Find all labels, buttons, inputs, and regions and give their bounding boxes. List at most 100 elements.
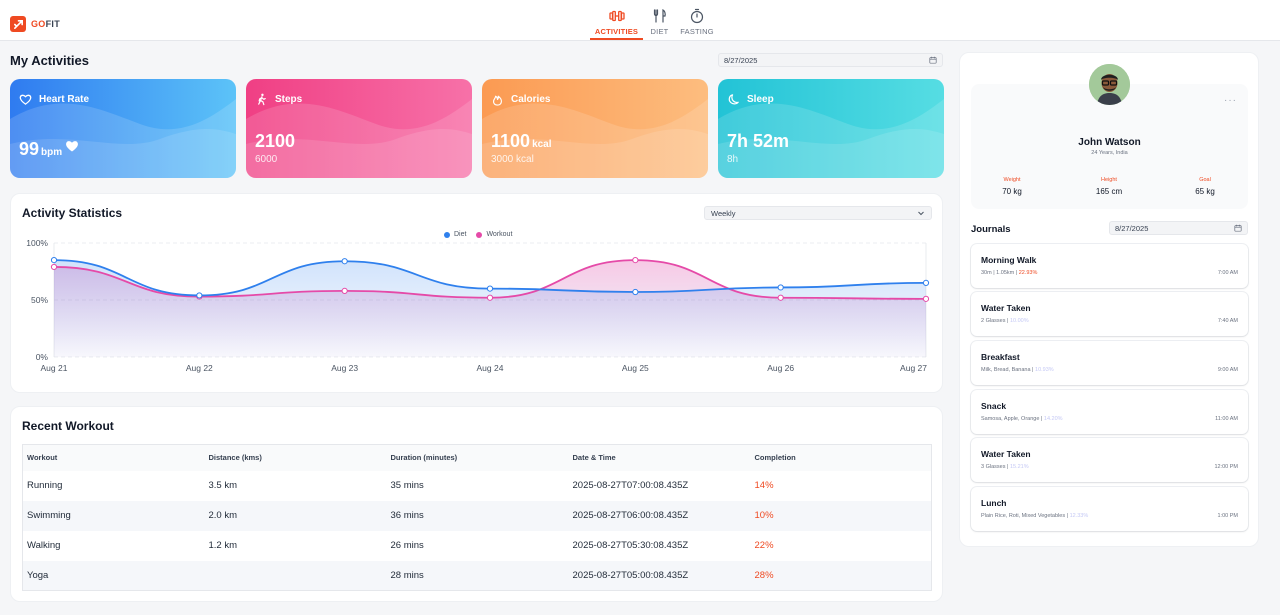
journal-entry-title: Water Taken: [981, 449, 1031, 459]
journal-entry[interactable]: Lunch Plain Rice, Roti, Mixed Vegetables …: [971, 487, 1248, 531]
activity-statistics-title: Activity Statistics: [22, 206, 123, 220]
col-completion: Completion: [750, 444, 932, 471]
cell-duration: 26 mins: [390, 540, 424, 551]
data-point-workout: [922, 295, 930, 302]
heart-rate-card-bg: [10, 79, 236, 178]
more-options-icon[interactable]: ···: [1224, 95, 1237, 106]
tab-fasting-label: FASTING: [680, 27, 714, 36]
journal-entry-detail: Milk, Bread, Banana | 10.93%: [981, 367, 1054, 373]
journal-entry-title: Water Taken: [981, 303, 1031, 313]
col-workout: Workout: [22, 444, 205, 471]
weight-label: Weight: [1003, 177, 1021, 183]
profile-name: John Watson: [1078, 137, 1141, 148]
workout-table-header: Workout Distance (kms) Duration (minutes…: [22, 444, 932, 471]
sleep-card[interactable]: Sleep 7h 52m 8h: [718, 79, 944, 178]
steps-card[interactable]: Steps 2100 6000: [246, 79, 472, 178]
top-bar: GOFIT ACTIVITIES DIET FASTING: [0, 0, 1280, 41]
journal-entry-title: Breakfast: [981, 352, 1020, 362]
journal-entry-percent: 10.00%: [1009, 318, 1029, 324]
avatar-icon: [1089, 64, 1130, 105]
workout-table: Workout Distance (kms) Duration (minutes…: [22, 444, 932, 591]
cell-datetime: 2025-08-27T07:00:08.435Z: [572, 480, 689, 491]
sleep-card-bg: [718, 79, 944, 178]
cell-workout: Walking: [27, 540, 61, 551]
table-row[interactable]: Yoga 28 mins 2025-08-27T05:00:08.435Z 28…: [22, 560, 932, 591]
journal-entry-detail-text: Milk, Bread, Banana |: [981, 367, 1036, 373]
steps-card-bg: [246, 79, 472, 178]
x-tick-label: Aug 22: [186, 363, 213, 373]
journal-entry-detail: 3 Glasses | 15.21%: [981, 464, 1029, 470]
sleep-goal: 8h: [727, 154, 739, 165]
legend-label-diet: Diet: [454, 231, 467, 238]
calendar-icon: [929, 56, 937, 64]
journal-entry-title: Morning Walk: [981, 255, 1037, 265]
journal-entry-detail-text: Samosa, Apple, Orange |: [981, 416, 1044, 422]
heart-rate-header: Heart Rate: [19, 93, 89, 106]
cell-datetime: 2025-08-27T06:00:08.435Z: [568, 500, 751, 531]
journal-entry-time: 1:00 PM: [1217, 513, 1238, 519]
y-tick-label: 0%: [36, 352, 49, 362]
journal-entry-time: 7:40 AM: [1217, 318, 1238, 324]
journal-entry-detail-text: 30m | 1.05km |: [981, 270, 1019, 276]
journal-entry-percent: 12.33%: [1069, 513, 1089, 519]
logo[interactable]: GOFIT: [10, 16, 60, 32]
heart-rate-value: 99: [19, 139, 40, 159]
activities-date-picker[interactable]: 8/27/2025: [718, 53, 943, 67]
table-row[interactable]: Swimming 2.0 km 36 mins 2025-08-27T06:00…: [22, 500, 932, 531]
legend-item-workout[interactable]: Workout: [476, 231, 512, 238]
calories-value: 1100: [491, 131, 531, 151]
legend-label-workout: Workout: [486, 231, 513, 238]
journal-entry-detail-text: Plain Rice, Roti, Mixed Vegetables |: [981, 513, 1070, 519]
journal-entry[interactable]: Water Taken 2 Glasses | 10.00% 7:40 AM: [971, 292, 1248, 336]
journals-date-picker[interactable]: 8/27/2025: [1109, 221, 1248, 235]
x-tick-label: Aug 25: [622, 363, 649, 373]
cell-distance: 3.5 km: [208, 480, 238, 491]
recent-workout-title: Recent Workout: [22, 419, 114, 433]
x-tick-label: Aug 23: [331, 363, 358, 373]
journal-entry[interactable]: Breakfast Milk, Bread, Banana | 10.93% 9:0…: [971, 341, 1248, 385]
height-value: 165 cm: [1095, 187, 1123, 196]
journal-entry-title: Snack: [981, 401, 1007, 411]
heart-rate-card[interactable]: Heart Rate 99 bpm: [10, 79, 236, 178]
col-datetime: Date & Time: [568, 444, 751, 471]
avatar[interactable]: [1089, 64, 1130, 105]
x-tick-label: Aug 26: [767, 363, 794, 373]
tab-fasting[interactable]: FASTING: [676, 8, 718, 40]
stopwatch-icon: [690, 8, 704, 24]
tab-activities[interactable]: ACTIVITIES: [590, 8, 643, 40]
activities-date-value: 8/27/2025: [724, 55, 758, 65]
journal-entry-time: 9:00 AM: [1217, 367, 1238, 373]
calories-card[interactable]: Calories 1100 kcal 3000 kcal: [482, 79, 708, 178]
data-point-workout: [632, 257, 639, 264]
journal-entry[interactable]: Water Taken 3 Glasses | 15.21% 12:00 PM: [971, 438, 1248, 482]
steps-title: Steps: [275, 94, 303, 105]
legend-item-diet[interactable]: Diet: [444, 231, 466, 238]
brand-name: GOFIT: [31, 19, 61, 29]
cell-completion: 22%: [754, 540, 774, 551]
journal-entry-detail-text: 2 Glasses |: [981, 318, 1010, 324]
table-row[interactable]: Walking 1.2 km 26 mins 2025-08-27T05:30:…: [23, 531, 932, 561]
data-point-diet: [777, 284, 784, 291]
cell-datetime: 2025-08-27T05:00:08.435Z: [568, 560, 751, 591]
journal-entry-percent: 15.21%: [1009, 464, 1029, 470]
activity-chart: 100% 50% 0%Aug 21 Aug 22 Aug 23 Aug 24 Aug 25 A…: [26, 238, 930, 373]
journal-entry[interactable]: Snack Samosa, Apple, Orange | 14.20% 11:00…: [971, 390, 1248, 434]
calories-card-bg: [482, 79, 708, 178]
table-row[interactable]: Running 3.5 km 35 mins 2025-08-27T07:00:…: [23, 471, 932, 501]
journal-entry-detail: 30m | 1.05km | 22.93%: [981, 270, 1037, 276]
journal-entry-detail-text: 3 Glasses |: [981, 464, 1010, 470]
steps-value-row: 2100: [255, 131, 295, 152]
heart-outline-icon: [19, 94, 32, 105]
journal-entry-percent: 22.93%: [1018, 270, 1038, 276]
period-select[interactable]: Weekly: [704, 206, 932, 220]
cell-workout: Yoga: [22, 560, 205, 591]
tab-diet[interactable]: DIET: [643, 8, 676, 40]
main-tabs: ACTIVITIES DIET FASTING: [590, 8, 718, 40]
journal-entry-detail: Samosa, Apple, Orange | 14.20%: [981, 416, 1063, 422]
data-point-workout: [341, 287, 348, 294]
journal-entry[interactable]: Morning Walk 30m | 1.05km | 22.93% 7:00 AM: [971, 244, 1248, 288]
heart-rate-unit: bpm: [41, 147, 63, 158]
journal-entry-time: 12:00 PM: [1214, 464, 1238, 470]
journals-title: Journals: [971, 224, 1011, 235]
cell-completion: 14%: [754, 480, 774, 491]
